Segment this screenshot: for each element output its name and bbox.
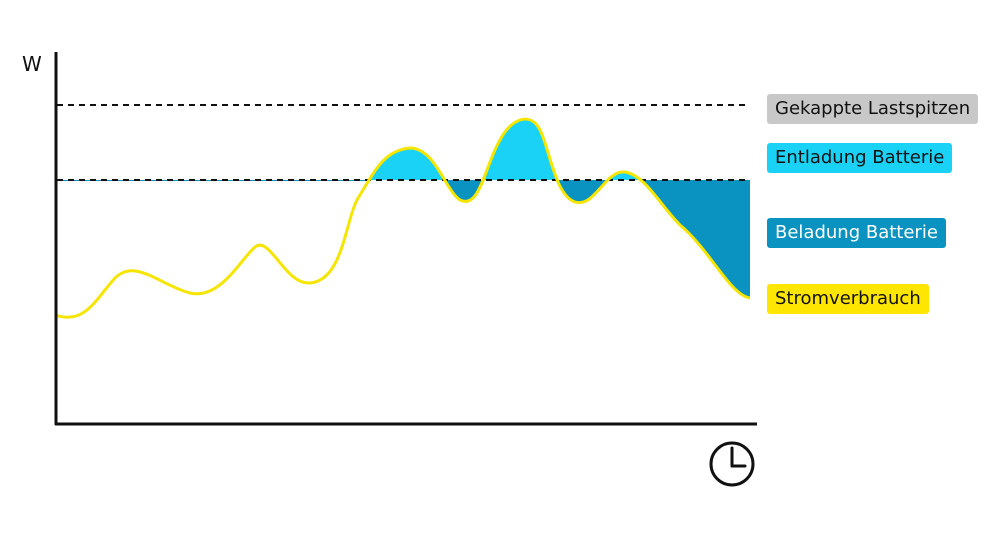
clock-icon (709, 441, 755, 487)
left-mask (57, 181, 372, 421)
consumption-curve (54, 117, 751, 319)
y-axis-label: W (22, 52, 42, 76)
legend-peak-cap: Gekappte Lastspitzen (767, 94, 979, 124)
legend-consumption: Stromverbrauch (767, 284, 929, 314)
legend-discharge: Entladung Batterie (767, 143, 953, 173)
legend-charge: Beladung Batterie (767, 218, 946, 248)
